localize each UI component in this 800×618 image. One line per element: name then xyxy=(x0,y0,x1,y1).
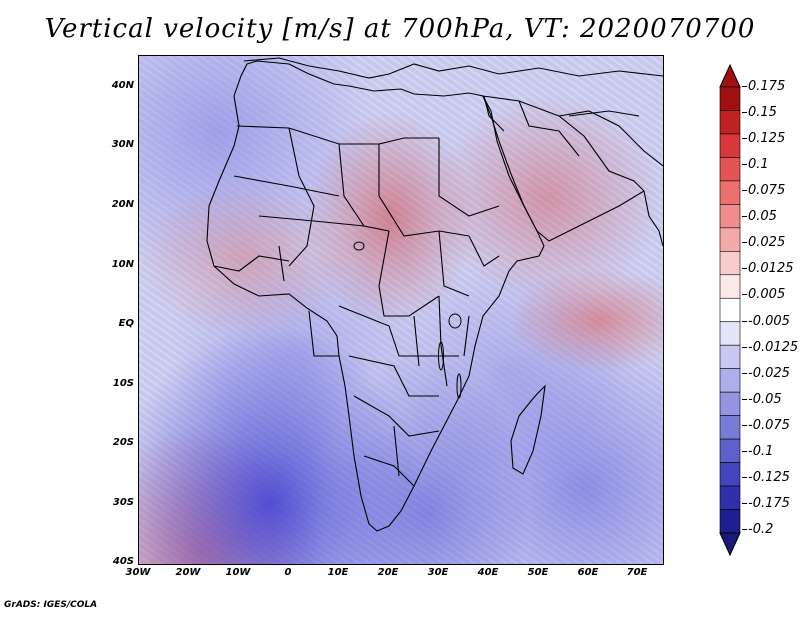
lat-label: 40N xyxy=(111,80,134,91)
colorbar-label: -0.05 xyxy=(742,392,782,407)
lat-label: 10S xyxy=(112,378,134,389)
colorbar-box xyxy=(719,462,741,487)
colorbar-label: -0.075 xyxy=(742,418,790,433)
colorbar-label: -0.025 xyxy=(742,366,790,381)
colorbar-bottom-arrow xyxy=(719,532,741,557)
colorbar-label: -0.0125 xyxy=(742,340,798,355)
colorbar-box xyxy=(719,86,741,111)
lon-label: 30E xyxy=(427,567,449,578)
colorbar-label: 0.0125 xyxy=(742,261,794,276)
colorbar-label: 0.075 xyxy=(742,183,785,198)
lat-label: 40S xyxy=(112,556,134,567)
grads-credit: GrADS: IGES/COLA xyxy=(4,600,98,610)
lat-label: 20N xyxy=(111,199,134,210)
colorbar-box xyxy=(719,321,741,346)
colorbar-box xyxy=(719,368,741,393)
colorbar-box xyxy=(719,274,741,299)
lon-label: 30W xyxy=(125,567,151,578)
colorbar-top-arrow xyxy=(719,63,741,88)
colorbar-label: -0.175 xyxy=(742,496,790,511)
lon-label: 20E xyxy=(377,567,399,578)
lake-chad xyxy=(353,241,365,251)
colorbar-box xyxy=(719,180,741,205)
lon-label: 40E xyxy=(477,567,499,578)
colorbar-label: -0.2 xyxy=(742,522,773,537)
colorbar-label: 0.05 xyxy=(742,209,777,224)
colorbar-box xyxy=(719,204,741,229)
lat-label: 10N xyxy=(111,259,134,270)
lon-label: 10W xyxy=(225,567,251,578)
colorbar-label: 0.1 xyxy=(742,157,769,172)
lon-label: 70E xyxy=(626,567,648,578)
colorbar-box xyxy=(719,391,741,416)
colorbar-label: 0.15 xyxy=(742,105,777,120)
arabia-coastline xyxy=(482,95,645,242)
colorbar-label: -0.1 xyxy=(742,444,773,459)
colorbar-label: 0.005 xyxy=(742,287,785,302)
colorbar-label: -0.125 xyxy=(742,470,790,485)
lon-label: 10E xyxy=(327,567,349,578)
lat-label: 30N xyxy=(111,139,134,150)
lake-tanganyika xyxy=(438,341,444,371)
colorbar-label: -0.005 xyxy=(742,314,790,329)
plot-title: Vertical velocity [m/s] at 700hPa, VT: 2… xyxy=(44,14,756,44)
colorbar-box xyxy=(719,297,741,323)
lon-label: 20W xyxy=(175,567,201,578)
colorbar-box xyxy=(719,415,741,440)
colorbar xyxy=(719,63,741,557)
colorbar-box xyxy=(719,344,741,369)
lake-malawi xyxy=(456,373,462,399)
colorbar-box xyxy=(719,110,741,135)
colorbar-box xyxy=(719,509,741,534)
lat-label: 20S xyxy=(112,437,134,448)
lake-victoria xyxy=(448,313,462,329)
africa-coastline xyxy=(206,60,545,532)
colorbar-box xyxy=(719,157,741,182)
velocity-map xyxy=(138,55,664,565)
lat-label: EQ xyxy=(118,318,134,329)
madagascar-coastline xyxy=(510,384,546,475)
lon-label: 50E xyxy=(527,567,549,578)
colorbar-label: 0.175 xyxy=(742,79,785,94)
colorbar-box xyxy=(719,438,741,463)
colorbar-boxes xyxy=(719,86,741,534)
lon-label: 60E xyxy=(577,567,599,578)
colorbar-label: 0.125 xyxy=(742,131,785,146)
africa-outline xyxy=(206,57,663,532)
colorbar-box xyxy=(719,133,741,158)
lon-label: 0 xyxy=(284,567,292,578)
colorbar-label: 0.025 xyxy=(742,235,785,250)
colorbar-box xyxy=(719,485,741,510)
lat-label: 30S xyxy=(112,497,134,508)
colorbar-box xyxy=(719,251,741,276)
colorbar-box xyxy=(719,227,741,252)
